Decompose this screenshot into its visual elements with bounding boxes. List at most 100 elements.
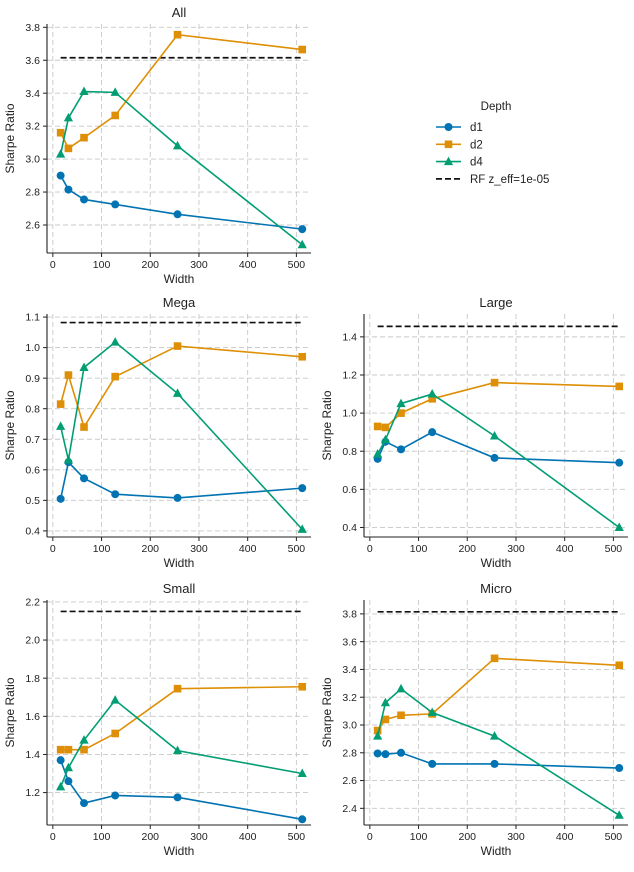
x-tick-label: 200	[458, 543, 476, 555]
plot-title: Micro	[480, 581, 512, 596]
data-point-d2	[397, 711, 405, 720]
plot-large: 0 100 200 300 400 500 0.4 0.6 0.8 1.0 1.2 1.4 Large W…	[320, 295, 628, 570]
legend-item-rf: RF z_eff=1e-05	[436, 174, 549, 186]
y-tick-label: 1.6	[25, 711, 40, 723]
data-point-d1	[111, 791, 120, 800]
x-tick-label: 0	[367, 831, 373, 843]
x-tick-label: 400	[556, 543, 574, 555]
data-point-d4	[172, 140, 183, 150]
data-point-d4	[614, 522, 624, 531]
x-axis-label: Width	[164, 556, 195, 570]
y-tick-label: 1.4	[25, 749, 40, 761]
data-point-d1	[173, 210, 182, 219]
data-point-d2	[298, 352, 307, 361]
y-axis-label: Sharpe Ratio	[3, 390, 17, 460]
legend-marker-d2	[444, 140, 453, 149]
data-point-d2	[64, 144, 73, 153]
data-point-d2	[428, 395, 436, 403]
data-point-d4	[396, 398, 406, 408]
x-tick-label: 200	[141, 259, 159, 271]
data-point-d2	[490, 378, 499, 387]
x-tick-label: 400	[556, 831, 574, 843]
legend-item-d2: d2	[436, 139, 483, 151]
x-tick-label: 300	[507, 543, 525, 555]
data-point-d1	[428, 759, 437, 768]
data-point-d2	[490, 654, 499, 663]
data-point-d4	[110, 87, 120, 96]
y-tick-label: 0.9	[25, 373, 40, 385]
data-point-d1	[56, 494, 65, 503]
data-point-d1	[428, 428, 437, 437]
y-tick-label: 1.1	[25, 312, 40, 324]
data-point-d1	[373, 749, 382, 758]
y-tick-label: 1.0	[342, 408, 357, 420]
x-tick-label: 200	[141, 543, 159, 555]
data-point-d1	[490, 453, 499, 462]
y-tick-label: 0.5	[25, 495, 40, 507]
data-point-d2	[298, 682, 307, 691]
y-tick-label: 3.6	[25, 55, 40, 67]
data-point-d4	[614, 810, 624, 819]
data-point-d1	[173, 493, 182, 502]
plot-title: Mega	[163, 295, 196, 310]
data-point-d4	[489, 731, 500, 740]
y-tick-label: 2.8	[342, 747, 357, 759]
data-point-d1	[56, 171, 65, 180]
x-tick-label: 0	[367, 543, 373, 555]
y-tick-label: 1.0	[25, 342, 40, 354]
plot-title: All	[172, 5, 187, 20]
data-point-d2	[80, 423, 88, 431]
plot-all: 0 100 200 300 400 500 2.6 2.8 3.0 3.2 3.4 3.6 3.8 All…	[3, 5, 311, 286]
legend-label: d2	[470, 139, 483, 151]
data-point-d2	[80, 745, 88, 754]
y-axis-label: Sharpe Ratio	[3, 677, 17, 747]
y-tick-label: 0.4	[342, 522, 357, 534]
y-tick-label: 3.0	[25, 154, 40, 166]
series-line-d2	[377, 381, 620, 429]
y-tick-label: 3.2	[342, 692, 357, 704]
data-point-d4	[373, 449, 383, 458]
data-point-d1	[80, 799, 89, 808]
x-tick-label: 100	[93, 831, 111, 843]
data-point-d1	[64, 777, 73, 786]
legend-label: d1	[470, 122, 483, 134]
data-point-d4	[396, 683, 406, 693]
data-point-d4	[427, 389, 437, 398]
x-tick-label: 100	[93, 259, 111, 271]
series-line-d2	[59, 345, 303, 429]
y-tick-label: 2.6	[342, 775, 357, 787]
y-axis-label: Sharpe Ratio	[320, 677, 334, 747]
x-tick-label: 400	[239, 543, 257, 555]
data-point-d4	[79, 86, 89, 96]
data-point-d2	[373, 726, 382, 735]
x-tick-label: 0	[50, 259, 56, 271]
data-point-d1	[615, 764, 624, 773]
data-point-d2	[381, 423, 390, 432]
data-point-d4	[79, 735, 89, 744]
data-point-d4	[373, 731, 383, 740]
data-point-d2	[615, 661, 624, 670]
data-point-d4	[63, 112, 74, 122]
y-tick-label: 2.2	[25, 597, 40, 609]
data-point-d1	[173, 793, 182, 802]
data-point-d4	[56, 781, 66, 791]
series-line-d4	[59, 90, 303, 246]
data-point-d2	[298, 45, 307, 54]
x-tick-label: 300	[190, 831, 208, 843]
data-point-d4	[56, 149, 66, 158]
data-point-d4	[110, 695, 120, 704]
y-tick-label: 0.6	[342, 484, 357, 496]
data-point-d2	[173, 30, 182, 39]
y-tick-label: 3.0	[342, 720, 357, 732]
x-axis-label: Width	[481, 556, 512, 570]
data-point-d1	[381, 750, 390, 759]
data-point-d2	[56, 400, 65, 408]
data-point-d4	[79, 362, 89, 371]
x-tick-label: 200	[141, 831, 159, 843]
legend-item-d1: d1	[436, 122, 483, 134]
data-point-d4	[297, 524, 307, 533]
series-line-d1	[377, 751, 620, 769]
data-point-d4	[297, 239, 307, 249]
data-point-d1	[397, 748, 406, 757]
data-point-d4	[110, 337, 120, 346]
